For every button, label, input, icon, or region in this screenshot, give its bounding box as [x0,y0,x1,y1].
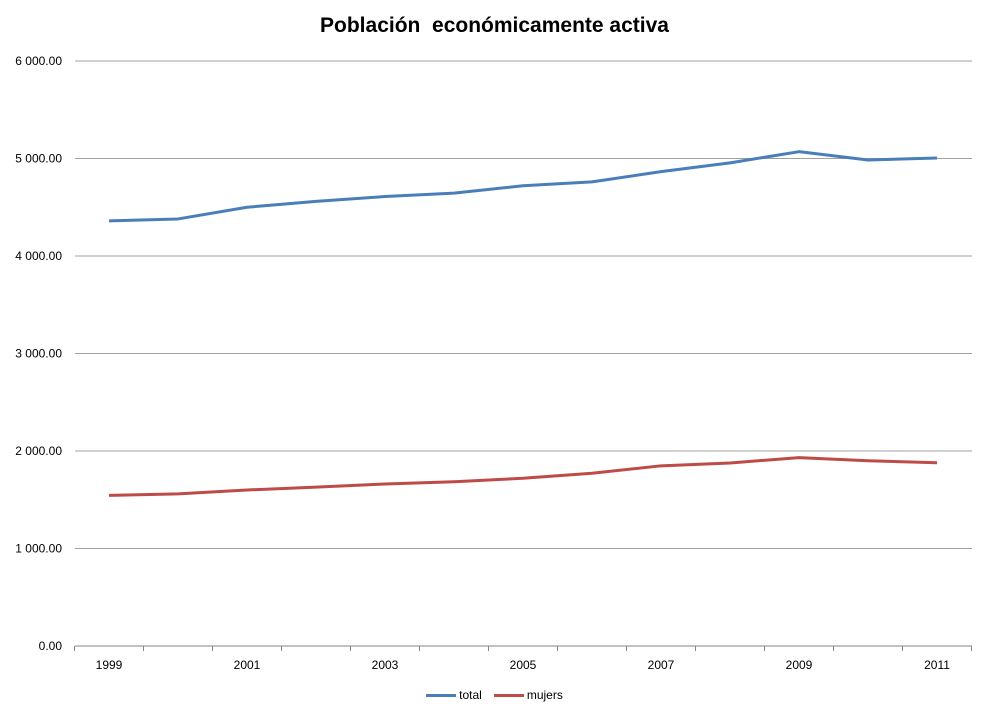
y-tick-label: 3 000.00 [15,347,62,361]
x-tick-label: 1999 [96,658,123,672]
y-tick-label: 4 000.00 [15,249,62,263]
x-tick-label: 2003 [372,658,399,672]
legend-swatch-total [426,693,457,697]
series-line-total [108,150,938,223]
x-tick-label: 2011 [924,658,950,672]
x-tick-label: 2001 [234,658,261,672]
y-tick-label: 0.00 [39,639,63,653]
y-tick-label: 2 000.00 [15,444,62,458]
legend: total mujers [0,688,989,702]
series-line-mujers [108,456,938,497]
x-tick-label: 2009 [786,658,813,672]
y-tick-label: 1 000.00 [15,542,62,556]
y-tick-label: 6 000.00 [15,54,62,68]
x-tick-label: 2005 [510,658,537,672]
legend-label-mujers: mujers [526,688,563,702]
legend-item-total: total [426,688,482,702]
legend-item-mujers: mujers [493,688,563,702]
x-tick-label: 2007 [648,658,675,672]
legend-swatch-mujers [493,693,524,697]
y-tick-label: 5 000.00 [15,152,62,166]
legend-label-total: total [459,688,482,702]
chart-title: Población económicamente activa [320,14,669,37]
